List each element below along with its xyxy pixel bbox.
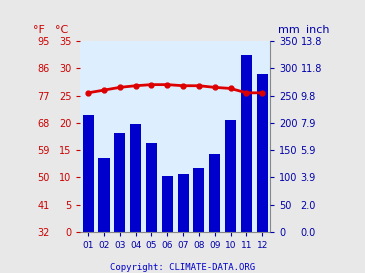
Bar	[162, 176, 173, 232]
Text: inch: inch	[306, 25, 329, 35]
Bar	[146, 143, 157, 232]
Bar	[99, 158, 110, 232]
Bar	[257, 74, 268, 232]
Text: °F: °F	[32, 25, 45, 35]
Bar	[114, 133, 126, 232]
Text: mm: mm	[278, 25, 300, 35]
Text: Copyright: CLIMATE-DATA.ORG: Copyright: CLIMATE-DATA.ORG	[110, 263, 255, 272]
Bar	[193, 168, 204, 232]
Bar	[177, 174, 189, 232]
Bar	[82, 115, 94, 232]
Bar	[225, 120, 236, 232]
Bar	[209, 154, 220, 232]
Bar	[130, 124, 141, 232]
Text: °C: °C	[55, 25, 68, 35]
Bar	[241, 55, 252, 232]
